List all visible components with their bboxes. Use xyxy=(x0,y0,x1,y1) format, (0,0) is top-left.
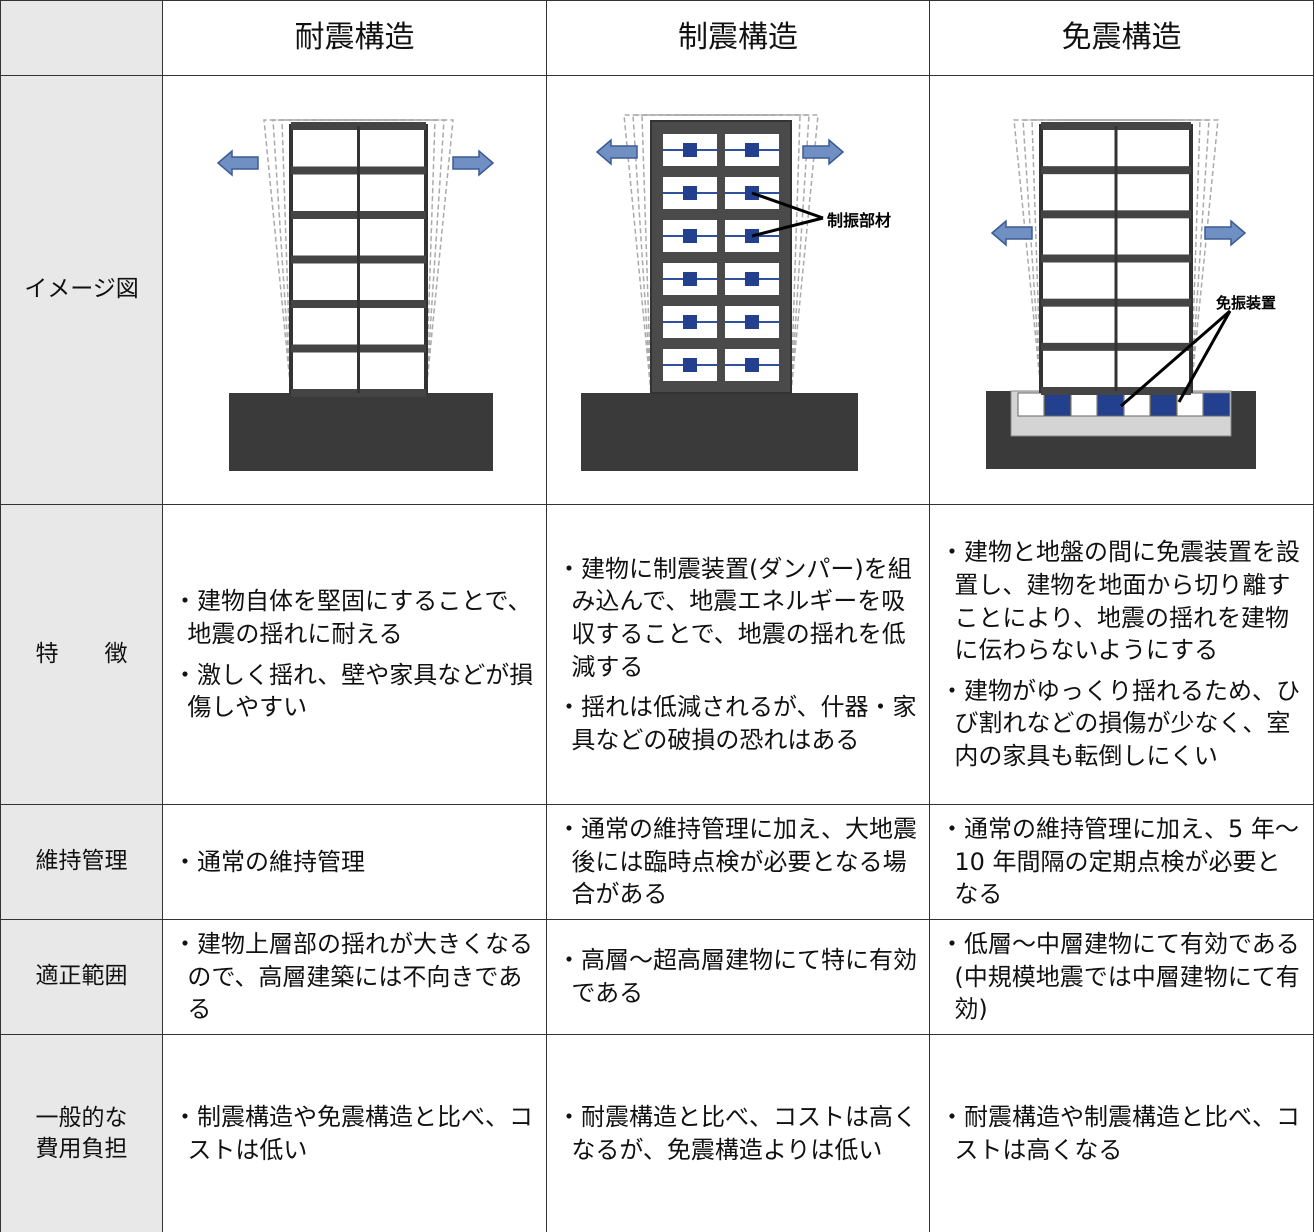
cell-text: ・通常の維持管理に加え、5 年～10 年間隔の定期点検が必要となる xyxy=(940,815,1299,909)
cell: ・通常の維持管理に加え、大地震後には臨時点検が必要となる場合がある xyxy=(546,804,930,920)
arrow xyxy=(802,138,845,166)
row-label-line: 適正範囲 xyxy=(35,963,128,990)
row-label-line: 一般的な xyxy=(35,1104,128,1131)
structure-diagram: 制振部材 xyxy=(581,114,891,471)
row-label-line: 特 徴 xyxy=(35,640,128,667)
arrow xyxy=(452,149,495,177)
damper xyxy=(683,358,697,372)
isolator xyxy=(1017,392,1045,417)
cell-text: ・高層～超高層建物にて特に有効である xyxy=(557,946,917,1007)
damper xyxy=(745,358,759,372)
body-row: 特 徴 ・建物自体を堅固にすることで、地震の揺れに耐える ・激しく揺れ、壁や家具など… xyxy=(0,504,1314,805)
cell-text: ・耐震構造と比べ、コストは高くなるが、免震構造よりは低い xyxy=(557,1103,917,1164)
column-header: 制震構造 xyxy=(546,0,930,76)
diagram-label: 制振部材 xyxy=(827,211,891,230)
row-label-line: 費用負担 xyxy=(35,1136,128,1162)
cell-text: ・低層～中層建物にて有効である(中規模地震では中層建物にて有効) xyxy=(940,930,1300,1024)
body-row: 維持管理 ・通常の維持管理 ・通常の維持管理に加え、大地震後には臨時点検が必要となる… xyxy=(0,804,1314,920)
damper xyxy=(683,315,697,329)
cell-text: ・激しく揺れ、壁や家具などが損傷しやすい xyxy=(173,660,534,722)
cell: ・通常の維持管理 xyxy=(162,804,547,920)
column-header: 免震構造 xyxy=(929,0,1314,76)
arrow xyxy=(990,219,1033,247)
header-row: 耐震構造 制震構造 免震構造 xyxy=(0,0,1314,76)
damper xyxy=(683,229,697,243)
sway-outline xyxy=(318,119,454,394)
diagram-label: 免振装置 xyxy=(1216,294,1276,312)
ground xyxy=(581,393,858,471)
isolator xyxy=(1123,392,1151,417)
damper xyxy=(683,143,697,157)
sway-outline xyxy=(1059,119,1210,392)
cell-text: ・制震構造や免震構造と比べ、コストは低い xyxy=(173,1103,533,1164)
sway-outline xyxy=(1022,119,1173,392)
corner-cell xyxy=(0,0,163,76)
structure-diagram: 免振装置 xyxy=(986,119,1276,469)
column-header: 耐震構造 xyxy=(162,0,547,76)
sway-outline xyxy=(678,114,819,394)
arrow xyxy=(595,138,638,166)
cell: ・制震構造や免震構造と比べ、コストは低い xyxy=(162,1034,547,1232)
cell-text: ・建物がゆっくり揺れるため、ひび割れなどの損傷が少なく、室内の家具も転倒しにくい xyxy=(940,676,1300,771)
row-label-line: 維持管理 xyxy=(35,848,128,875)
cell-text: ・建物と地盤の間に免震装置を設置し、建物を地面から切り離すことにより、地震の揺れ… xyxy=(940,538,1300,665)
cell-text: ・建物自体を堅固にすることで、地震の揺れに耐える xyxy=(173,587,532,648)
leader xyxy=(751,216,824,238)
row-label: 一般的な 費用負担 xyxy=(0,1034,163,1232)
diagram-cell xyxy=(162,75,547,505)
body-row: 適正範囲 ・建物上層部の揺れが大きくなるので、高層建築には不向きである ・高層～超高… xyxy=(0,919,1314,1035)
damper xyxy=(745,272,759,286)
arrow xyxy=(1204,219,1247,247)
cell: ・低層～中層建物にて有効である(中規模地震では中層建物にて有効) xyxy=(929,919,1314,1035)
leader xyxy=(751,191,824,220)
cell: ・耐震構造や制震構造と比べ、コストは高くなる xyxy=(929,1034,1314,1232)
cell: ・建物自体を堅固にすることで、地震の揺れに耐える ・激しく揺れ、壁や家具などが損傷… xyxy=(162,504,547,805)
cell-text: ・耐震構造や制震構造と比べ、コストは高くなる xyxy=(940,1103,1300,1164)
structure-diagram xyxy=(216,119,495,471)
sway-outline xyxy=(1068,119,1219,392)
cell: ・通常の維持管理に加え、5 年～10 年間隔の定期点検が必要となる xyxy=(929,804,1314,920)
cell: ・建物に制震装置(ダンパー)を組み込んで、地震エネルギーを吸収することで、地震の… xyxy=(546,504,930,805)
row-label: 特 徴 xyxy=(0,504,163,805)
cell-text: ・建物に制震装置(ダンパー)を組み込んで、地震エネルギーを吸収することで、地震の… xyxy=(557,554,912,681)
cell: ・耐震構造と比べ、コストは高くなるが、免震構造よりは低い xyxy=(546,1034,930,1232)
isolator xyxy=(1097,392,1124,417)
row-label: 適正範囲 xyxy=(0,919,163,1035)
damper xyxy=(683,186,697,200)
isolator xyxy=(1203,392,1230,417)
image-row: イメージ図 制振部材免振装置 xyxy=(0,75,1314,505)
leader xyxy=(1120,309,1231,408)
cell-text: ・建物上層部の揺れが大きくなるので、高層建築には不向きである xyxy=(173,930,533,1024)
diagram-cell: 免振装置 xyxy=(929,75,1314,505)
cell-text: ・通常の維持管理に加え、大地震後には臨時点検が必要となる場合がある xyxy=(557,815,917,909)
body-row: 一般的な 費用負担 ・制震構造や免震構造と比べ、コストは低い ・耐震構造と比べ、コスト… xyxy=(0,1034,1314,1232)
cell: ・建物上層部の揺れが大きくなるので、高層建築には不向きである xyxy=(162,919,547,1035)
row-label: 維持管理 xyxy=(0,804,163,920)
row-label: イメージ図 xyxy=(0,75,163,505)
isolator xyxy=(1044,392,1071,417)
isolator xyxy=(1150,392,1177,417)
cell-text: ・通常の維持管理 xyxy=(173,847,365,876)
damper xyxy=(745,315,759,329)
cell: ・建物と地盤の間に免震装置を設置し、建物を地面から切り離すことにより、地震の揺れ… xyxy=(929,504,1314,805)
diagram-cell: 制振部材 xyxy=(546,75,930,505)
sway-outline xyxy=(263,119,399,394)
damper xyxy=(683,272,697,286)
cell: ・高層～超高層建物にて特に有効である xyxy=(546,919,930,1035)
arrow xyxy=(216,149,259,177)
cell-text: ・揺れは低減されるが、什器・家具などの破損の恐れはある xyxy=(557,693,917,754)
building xyxy=(650,120,792,394)
isolator xyxy=(1070,392,1098,417)
ground xyxy=(229,393,493,471)
damper xyxy=(745,143,759,157)
leader xyxy=(1177,310,1232,403)
